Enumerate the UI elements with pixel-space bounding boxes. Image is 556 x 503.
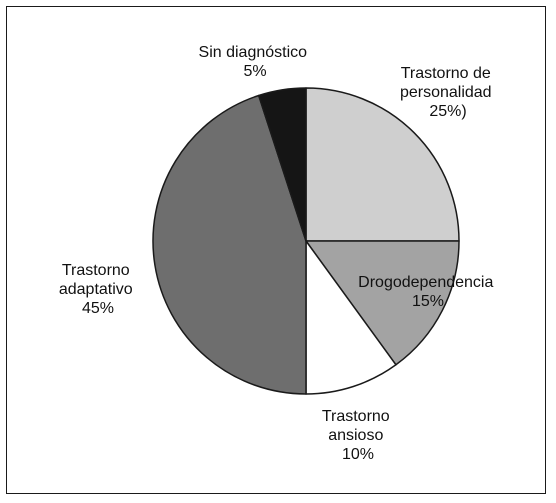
slice-label-drogodependencia: Drogodependencia 15% [358,274,498,310]
slice-label-trastorno-ansioso: Trastorno ansioso 10% [322,408,394,463]
slice-label-trastorno-adaptativo: Trastorno adaptativo 45% [59,262,137,317]
pie-slice-3 [152,94,307,395]
pie-slices [152,87,460,395]
pie-slice-4 [257,87,307,242]
pie-slice-1 [305,240,460,366]
slice-label-sin-diagnostico: Sin diagnóstico 5% [199,44,312,80]
pie-slice-0 [305,87,460,242]
pie-slice-2 [305,240,397,395]
slice-label-trastorno-de-personalidad: Trastorno de personalidad 25%) [400,65,496,120]
